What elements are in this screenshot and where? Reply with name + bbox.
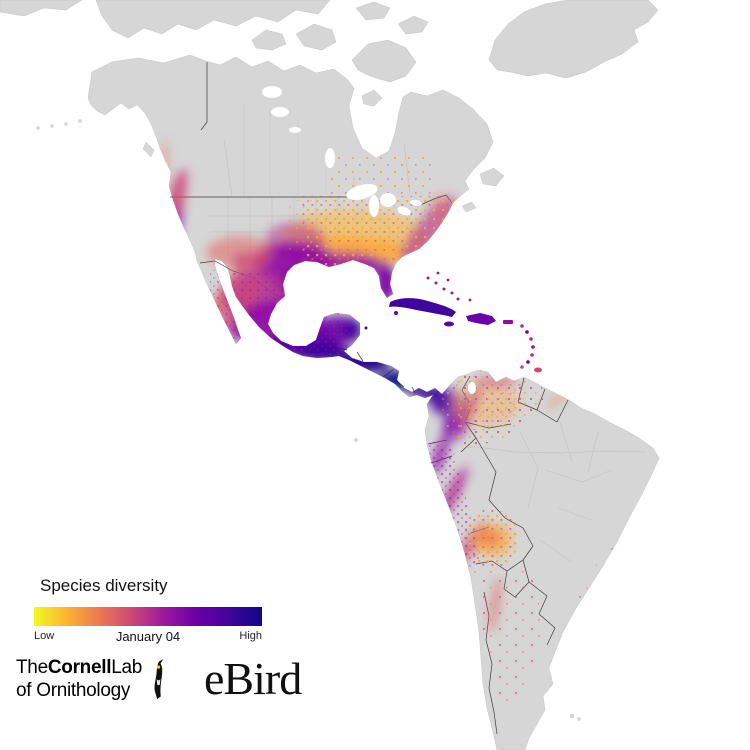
arctic-island-victoria: [295, 23, 337, 51]
lake-athabasca: [289, 127, 301, 133]
arctic-island-baffin: [351, 39, 417, 83]
ebird-logo: eBird: [204, 653, 302, 704]
cornell-the: The: [16, 657, 48, 678]
lake-erie: [397, 206, 411, 216]
cornell-lab-logo: TheCornellLab of Ornithology: [16, 656, 170, 702]
cozumel-island: [364, 326, 368, 330]
falkland-island: [577, 717, 581, 721]
vancouver-island: [142, 141, 155, 158]
trinidad-island: [534, 367, 542, 373]
branding-row: TheCornellLab of Ornithology eBird: [16, 653, 302, 704]
arctic-landmasses: [0, 0, 429, 107]
falkland-island: [569, 713, 575, 719]
puerto-rico-island: [503, 320, 513, 324]
legend-gradient-bar: [34, 607, 262, 626]
legend-high-label: High: [239, 630, 262, 642]
isle-of-youth: [394, 311, 398, 315]
greenland-landmass: [488, 0, 659, 79]
lake-ontario: [410, 199, 422, 207]
lake-superior: [346, 184, 378, 200]
siberia-corner-landmass: [0, 0, 83, 17]
hispaniola-island: [466, 313, 496, 325]
lesser-antilles-islands: [520, 324, 542, 373]
aleutian-island: [64, 122, 68, 126]
aleutian-island: [50, 124, 54, 128]
arctic-island-southampton: [361, 89, 383, 107]
great-slave-lake: [271, 107, 289, 117]
legend-low-label: Low: [34, 630, 55, 642]
newfoundland-island: [479, 167, 505, 187]
cornell-bird-icon: [154, 658, 164, 700]
aleutian-island: [78, 119, 82, 123]
lake-winnipeg: [325, 148, 335, 168]
siberia-landmass: [95, 0, 331, 39]
lake-maracaibo: [468, 382, 476, 394]
arctic-island-ellesmere: [355, 1, 391, 21]
diversity-legend: Species diversity Low January 04 High: [32, 576, 268, 646]
cornell-line1: TheCornellLab: [16, 656, 142, 679]
lakes: [262, 86, 476, 394]
cuba-island: [389, 298, 456, 317]
legend-title: Species diversity: [40, 576, 168, 595]
nova-scotia-island: [461, 201, 477, 213]
aleutian-island: [36, 126, 40, 130]
jamaica-island: [444, 321, 454, 327]
legend-labels: Low January 04 High: [34, 629, 262, 646]
cornell-line2: of Ornithology: [16, 680, 131, 701]
legend-date: January 04: [115, 629, 181, 644]
great-bear-lake: [262, 86, 282, 98]
galapagos-island: [354, 438, 358, 442]
cornell-lab-wordmark: TheCornellLab of Ornithology: [16, 656, 142, 702]
cornell-lab: Lab: [111, 657, 143, 678]
lake-michigan: [369, 195, 379, 217]
arctic-island-banks: [251, 29, 287, 51]
caribbean-islands: [364, 271, 542, 373]
arctic-island-devon: [397, 15, 429, 35]
cornell-name: Cornell: [47, 657, 112, 678]
lake-huron: [380, 193, 396, 207]
bahamas-islands: [426, 271, 472, 302]
small-islands: [36, 119, 581, 721]
